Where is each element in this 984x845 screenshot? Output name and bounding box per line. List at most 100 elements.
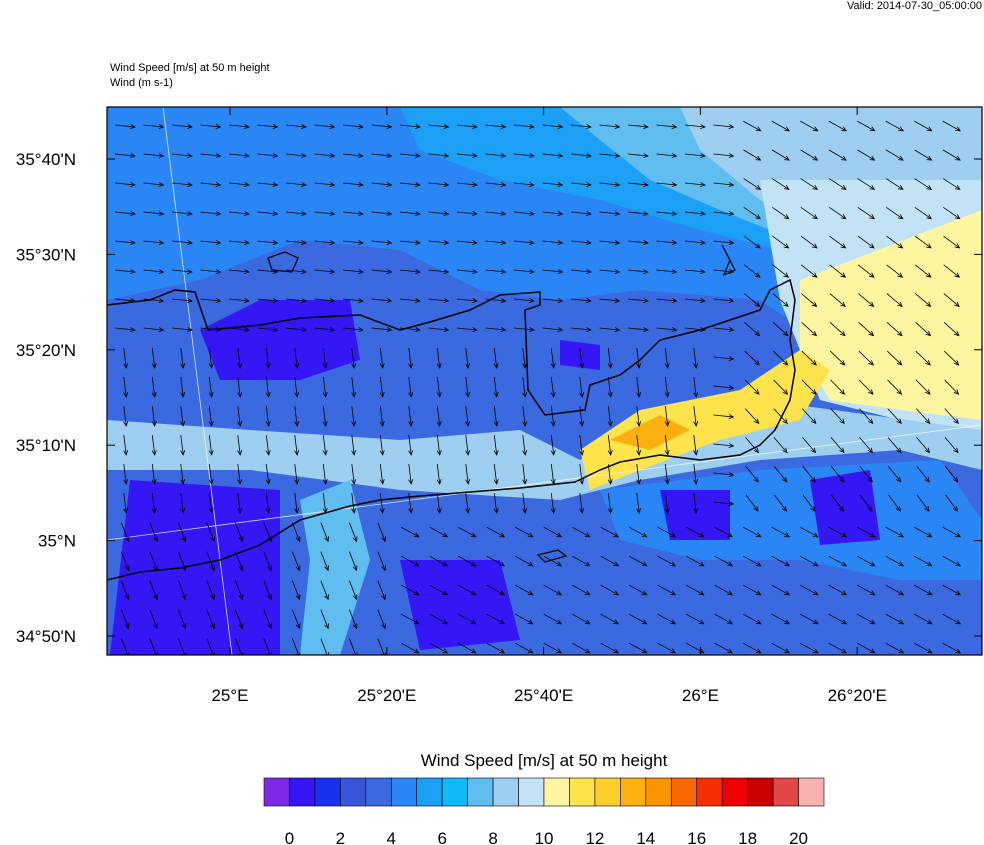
colorbar-label: 10 [535, 829, 554, 845]
wind-arrow [229, 211, 250, 217]
wind-arrow [771, 613, 791, 625]
wind-arrow [265, 464, 271, 485]
wind-arrow [772, 322, 789, 337]
wind-arrow [550, 406, 556, 427]
wind-arrow [713, 182, 735, 188]
wind-arrow [143, 298, 165, 304]
wind-arrow [885, 526, 905, 538]
wind-arrow [629, 613, 648, 625]
wind-arrow [800, 178, 819, 190]
wind-arrow [265, 377, 271, 398]
wind-arrow [743, 555, 762, 567]
wind-arrow [377, 609, 386, 630]
wind-arrow [257, 124, 279, 130]
wind-arrow [428, 298, 450, 304]
wind-arrow [656, 153, 678, 159]
wind-arrow [343, 269, 364, 275]
wind-arrow [830, 437, 845, 454]
wind-arrow [115, 298, 136, 304]
wind-arrow [322, 377, 328, 398]
colorbar-label: 16 [687, 829, 706, 845]
wind-arrow [859, 437, 874, 454]
wind-arrow [685, 240, 706, 246]
wind-arrow [743, 235, 761, 249]
wind-arrow [628, 298, 649, 304]
wind-arrow [428, 153, 450, 159]
wind-arrow [200, 327, 222, 333]
colorbar-box [390, 777, 418, 807]
wind-arrow [656, 240, 678, 246]
wind-arrow [343, 153, 364, 159]
wind-arrow [572, 526, 591, 538]
wind-arrow [600, 613, 620, 625]
wind-arrow [714, 584, 734, 596]
colorbar: 0 2 4 6 8 10 12 14 16 18 20 [263, 777, 825, 845]
wind-arrow [208, 348, 214, 369]
wind-arrow [801, 408, 817, 425]
wind-arrow [628, 182, 649, 188]
wind-arrow [857, 555, 876, 567]
wind-arrow [208, 406, 214, 427]
wind-arrow [664, 464, 670, 485]
wind-arrow [379, 377, 385, 398]
wind-arrow [123, 435, 129, 456]
wind-arrow [206, 551, 215, 572]
wind-arrow [322, 348, 328, 369]
wind-arrow [744, 379, 760, 395]
wind-arrow [857, 264, 875, 278]
wind-arrow [286, 153, 307, 159]
wind-arrow [320, 522, 329, 543]
wind-arrow [121, 551, 130, 572]
wind-arrow [685, 124, 706, 130]
wind-arrow [149, 551, 158, 572]
wind-arrow [743, 642, 762, 654]
wind-arrow [743, 613, 762, 625]
wind-arrow [151, 435, 157, 456]
wind-arrow [237, 348, 243, 369]
wind-arrow [886, 322, 903, 337]
wind-arrow [886, 264, 904, 278]
wind-arrow [408, 406, 414, 427]
wind-arrow [629, 555, 648, 567]
wind-arrow [636, 464, 642, 485]
wind-arrow [115, 211, 136, 217]
wind-arrow [322, 406, 328, 427]
wind-arrow [579, 377, 585, 398]
colorbar-box [314, 777, 341, 807]
wind-arrow [745, 437, 760, 454]
wind-arrow [465, 406, 471, 427]
wind-arrow [802, 437, 817, 454]
wind-arrow [485, 269, 507, 275]
wind-arrow [263, 551, 272, 572]
wind-arrow [629, 526, 648, 538]
wind-arrow [294, 348, 300, 369]
wind-arrow [942, 526, 962, 538]
wind-arrow [343, 298, 364, 304]
wind-arrow [693, 406, 699, 427]
wind-arrow [115, 124, 136, 130]
wind-arrow [571, 124, 592, 130]
wind-arrow [522, 493, 528, 514]
wind-arrow [151, 348, 157, 369]
wind-arrow [543, 555, 563, 567]
wind-arrow [914, 149, 933, 161]
wind-arrow [943, 206, 961, 220]
wind-arrow [149, 580, 158, 601]
colorbar-box [645, 777, 672, 807]
colorbar-box [416, 777, 443, 807]
wind-arrow [286, 211, 307, 217]
wind-arrow [713, 327, 735, 333]
wind-arrow [457, 269, 478, 275]
wind-arrow [400, 182, 421, 188]
wind-arrow [343, 211, 364, 217]
wind-arrow [235, 609, 244, 630]
wind-arrow [829, 235, 847, 249]
wind-arrow [429, 555, 449, 567]
wind-arrow [428, 211, 450, 217]
wind-arrow [886, 293, 903, 308]
wind-arrow [657, 555, 677, 567]
wind-arrow [294, 377, 300, 398]
wind-arrow [485, 298, 507, 304]
wind-arrow [377, 580, 386, 601]
wind-arrow [802, 494, 816, 512]
